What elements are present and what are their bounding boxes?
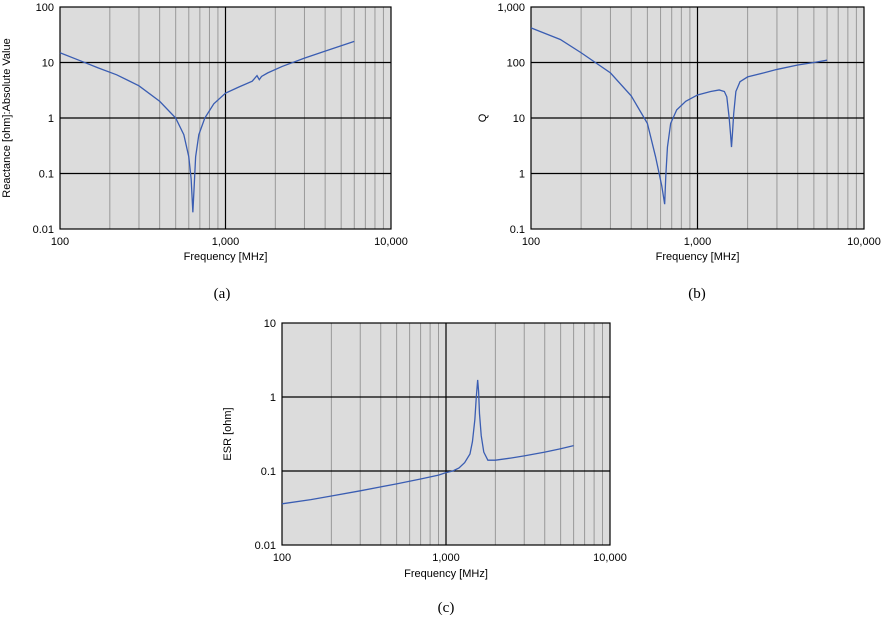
y-tick-label: 10 — [513, 113, 525, 125]
x-axis-title: Frequency [MHz] — [656, 251, 740, 263]
chart-panel-b: 0.1 1 10 100 1,000 100 1,000 10,000 Frequency … — [477, 2, 881, 302]
x-tick-label: 100 — [522, 236, 540, 248]
series-line — [530, 27, 828, 205]
plot-border — [281, 322, 611, 546]
x-tick-labels: 100 1,000 10,000 — [51, 236, 408, 248]
y-tick-label: 0.1 — [39, 169, 54, 181]
y-tick-labels: 0.01 0.1 1 10 100 — [33, 2, 54, 236]
y-tick-label: 0.1 — [261, 466, 276, 478]
x-tick-labels: 100 1,000 10,000 — [522, 236, 881, 248]
y-tick-label: 0.01 — [33, 224, 54, 236]
x-tick-label: 100 — [51, 236, 69, 248]
y-tick-labels: 0.01 0.1 1 10 — [255, 318, 276, 552]
major-grid — [531, 7, 864, 229]
x-tick-label: 10,000 — [847, 236, 881, 248]
minor-grid — [330, 323, 603, 545]
x-tick-label: 100 — [273, 552, 291, 564]
series-line — [59, 40, 355, 213]
x-axis-title: Frequency [MHz] — [404, 568, 488, 580]
y-tick-label: 10 — [264, 318, 276, 330]
plot-border — [530, 6, 865, 230]
major-grid — [60, 7, 391, 229]
x-tick-labels: 100 1,000 10,000 — [273, 552, 627, 564]
panel-caption: (c) — [438, 600, 455, 616]
x-tick-label: 1,000 — [684, 236, 712, 248]
y-tick-label: 1 — [270, 392, 276, 404]
y-tick-label: 1,000 — [497, 2, 525, 14]
y-tick-labels: 0.1 1 10 100 1,000 — [497, 2, 525, 236]
x-axis-title: Frequency [MHz] — [184, 251, 268, 263]
y-axis-title: Q — [477, 113, 489, 122]
y-axis-title: ESR [ohm] — [222, 407, 234, 460]
y-tick-label: 100 — [36, 2, 54, 14]
panel-caption: (b) — [688, 286, 706, 302]
y-tick-label: 10 — [42, 58, 54, 70]
series-line — [281, 379, 574, 505]
x-tick-label: 1,000 — [432, 552, 460, 564]
x-tick-label: 10,000 — [374, 236, 408, 248]
y-tick-label: 0.01 — [255, 540, 276, 552]
chart-panel-c: 0.01 0.1 1 10 100 1,000 10,000 Frequency [MHz… — [222, 318, 627, 616]
x-tick-label: 10,000 — [593, 552, 627, 564]
y-tick-label: 0.1 — [510, 224, 525, 236]
x-tick-label: 1,000 — [212, 236, 240, 248]
chart-panel-a: 0.01 0.1 1 10 100 100 1,000 10,000 Frequency [… — [1, 2, 408, 302]
y-tick-label: 1 — [48, 113, 54, 125]
plot-border — [59, 6, 392, 230]
panel-caption: (a) — [214, 286, 231, 302]
major-grid — [282, 323, 610, 545]
y-axis-title: Reactance [ohm]:Absolute Value — [1, 38, 13, 197]
y-tick-label: 100 — [507, 58, 525, 70]
y-tick-label: 1 — [519, 169, 525, 181]
